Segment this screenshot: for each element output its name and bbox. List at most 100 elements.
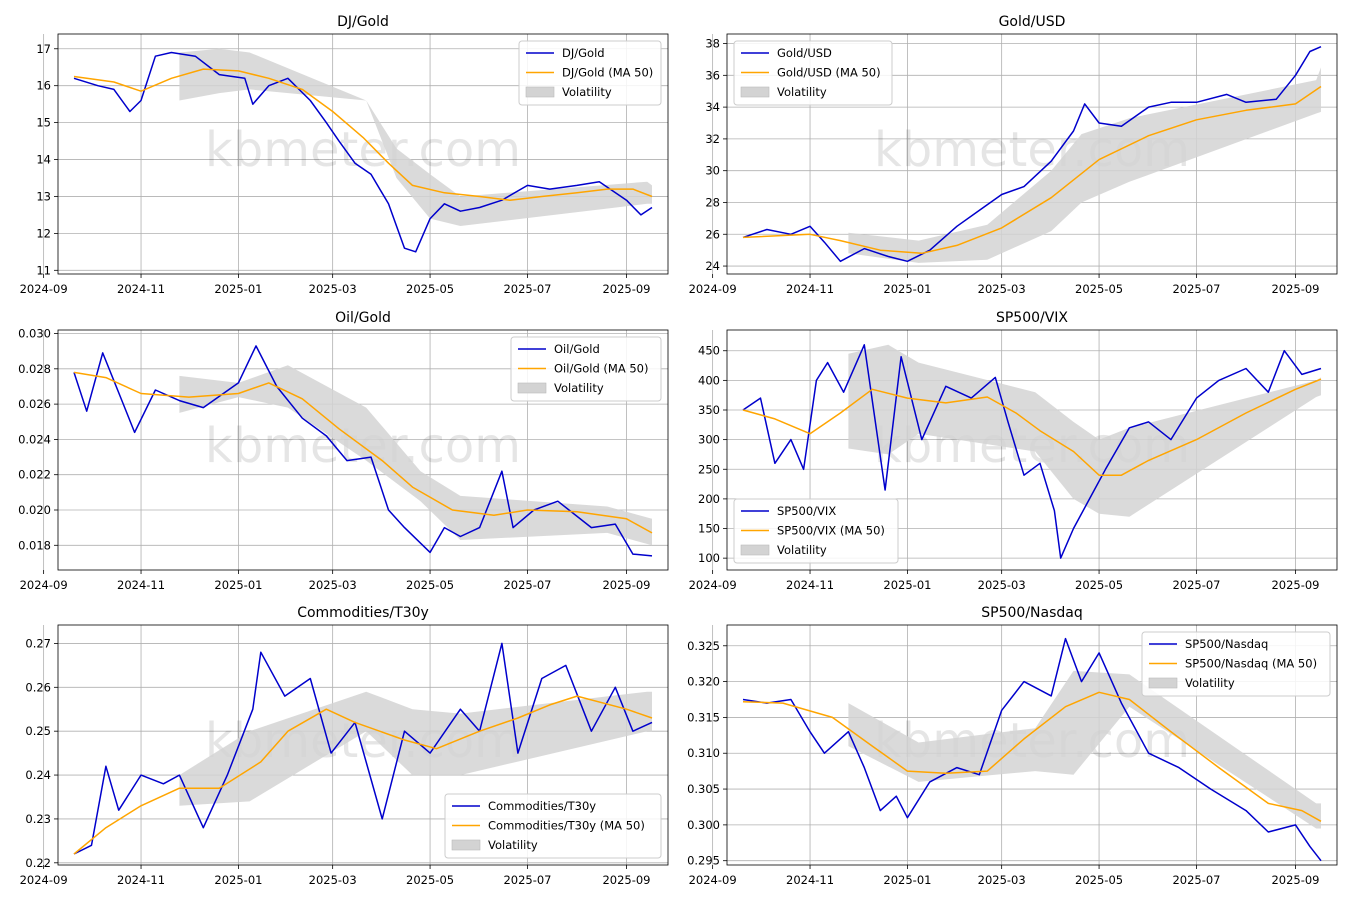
axes-frame	[726, 33, 1338, 275]
y-tick-label: 200	[698, 492, 720, 506]
series-line-commodities-t30y-ma-50	[73, 695, 653, 855]
x-tick-label: 2025-01	[883, 578, 931, 592]
y-tick-label: 0.325	[687, 639, 720, 653]
legend-label: DJ/Gold (MA 50)	[562, 66, 653, 80]
legend-swatch-volatility	[740, 86, 770, 98]
legend: SP500/VIX SP500/VIX (MA 50) Volatility	[733, 498, 899, 564]
legend-label: Volatility	[777, 85, 827, 99]
y-tick-label: 0.030	[18, 327, 51, 341]
volatility-band	[848, 67, 1321, 263]
series-line-gold-usd	[742, 46, 1322, 263]
chart-title: SP500/Nasdaq	[981, 605, 1082, 621]
series-line-dj-gold	[73, 51, 653, 253]
legend-label: Commodities/T30y	[488, 799, 596, 813]
x-tick-label: 2025-05	[1075, 282, 1123, 296]
y-tick-label: 12	[36, 226, 51, 240]
x-tick-label: 2025-09	[1271, 282, 1319, 296]
legend: Commodities/T30y Commodities/T30y (MA 50)…	[444, 793, 662, 859]
legend-swatch-volatility	[517, 382, 547, 394]
legend-label: SP500/VIX	[777, 504, 836, 518]
legend-label: Gold/USD (MA 50)	[777, 66, 881, 80]
series-line-dj-gold-ma-50	[73, 68, 653, 201]
y-tick-label: 0.018	[18, 538, 51, 552]
x-tick-label: 2025-01	[883, 282, 931, 296]
y-tick-label: 24	[705, 259, 720, 273]
x-tick-label: 2025-09	[1271, 873, 1319, 887]
y-tick-label: 250	[698, 462, 720, 476]
x-tick-label: 2025-01	[214, 578, 262, 592]
y-tick-label: 0.305	[687, 782, 720, 796]
axes-frame	[726, 329, 1338, 571]
legend-box	[444, 793, 662, 859]
x-tick-label: 2024-11	[117, 578, 165, 592]
legend-box	[510, 336, 662, 402]
volatility-band	[848, 670, 1321, 829]
legend-swatch-volatility	[740, 544, 770, 556]
x-tick-label: 2025-05	[406, 578, 454, 592]
axes-frame	[57, 33, 669, 275]
legend-label: SP500/VIX (MA 50)	[777, 524, 885, 538]
legend-label: Volatility	[562, 85, 612, 99]
legend-box	[733, 498, 899, 564]
panel-dj-gold: DJ/Gold 2024-09 2024-11 2025-01 2025-03 2025-…	[20, 14, 669, 296]
legend: Gold/USD Gold/USD (MA 50) Volatility	[733, 40, 893, 106]
y-tick-label: 30	[705, 164, 720, 178]
legend: Oil/Gold Oil/Gold (MA 50) Volatility	[510, 336, 662, 402]
x-tick-label: 2025-09	[602, 578, 650, 592]
x-tick-label: 2024-09	[20, 282, 68, 296]
y-tick-label: 11	[36, 263, 51, 277]
y-tick-label: 15	[36, 116, 51, 130]
chart-title: Commodities/T30y	[297, 605, 429, 621]
legend-label: SP500/Nasdaq	[1185, 637, 1268, 651]
axes-frame	[726, 624, 1338, 866]
y-tick-label: 0.295	[687, 854, 720, 868]
axes-frame	[57, 624, 669, 866]
series-line-sp500-nasdaq	[742, 637, 1322, 862]
x-tick-label: 2024-11	[786, 578, 834, 592]
y-tick-label: 36	[705, 68, 720, 82]
legend: DJ/Gold DJ/Gold (MA 50) Volatility	[518, 40, 662, 106]
panel-oil-gold: Oil/Gold 2024-09 2024-11 2025-01 2025-03 2025…	[18, 310, 669, 592]
panel-gold-usd: Gold/USD 2024-09 2024-11 2025-01 2025-03 2025…	[689, 14, 1338, 296]
y-tick-label: 450	[698, 344, 720, 358]
x-tick-label: 2024-09	[689, 873, 737, 887]
x-tick-label: 2025-03	[309, 282, 357, 296]
x-tick-label: 2025-09	[602, 282, 650, 296]
y-tick-label: 32	[705, 132, 720, 146]
chart-title: SP500/VIX	[996, 310, 1068, 326]
legend-swatch-volatility	[1148, 677, 1178, 689]
x-tick-label: 2025-07	[503, 873, 551, 887]
x-tick-label: 2025-01	[214, 282, 262, 296]
y-tick-label: 13	[36, 189, 51, 203]
y-tick-label: 350	[698, 403, 720, 417]
x-tick-label: 2025-01	[883, 873, 931, 887]
y-tick-label: 0.020	[18, 503, 51, 517]
panel-sp500-vix: SP500/VIX 2024-09 2024-11 2025-01 2025-03 202…	[689, 310, 1338, 592]
x-tick-label: 2024-09	[689, 578, 737, 592]
y-tick-label: 100	[698, 551, 720, 565]
x-tick-label: 2024-11	[786, 873, 834, 887]
series-line-commodities-t30y	[73, 642, 653, 855]
axes-frame	[57, 329, 669, 571]
legend-swatch-volatility	[451, 839, 481, 851]
series-line-oil-gold	[73, 345, 653, 557]
plot-area	[73, 642, 653, 855]
x-tick-label: 2025-09	[602, 873, 650, 887]
volatility-band	[179, 48, 652, 226]
x-tick-label: 2025-05	[406, 873, 454, 887]
x-tick-label: 2024-11	[117, 873, 165, 887]
legend: SP500/Nasdaq SP500/Nasdaq (MA 50) Volatili…	[1141, 631, 1331, 697]
chart-title: Gold/USD	[999, 14, 1066, 30]
legend-label: DJ/Gold	[562, 46, 605, 60]
x-tick-label: 2025-03	[309, 873, 357, 887]
series-line-sp500-nasdaq-ma-50	[742, 691, 1322, 822]
plot-area	[73, 345, 653, 557]
plot-area	[742, 637, 1322, 862]
x-tick-label: 2025-05	[406, 282, 454, 296]
y-tick-label: 0.310	[687, 746, 720, 760]
x-tick-label: 2025-09	[1271, 578, 1319, 592]
plot-area	[742, 344, 1322, 559]
legend-label: Oil/Gold (MA 50)	[554, 362, 648, 376]
volatility-band	[179, 365, 652, 546]
x-tick-label: 2024-11	[117, 282, 165, 296]
